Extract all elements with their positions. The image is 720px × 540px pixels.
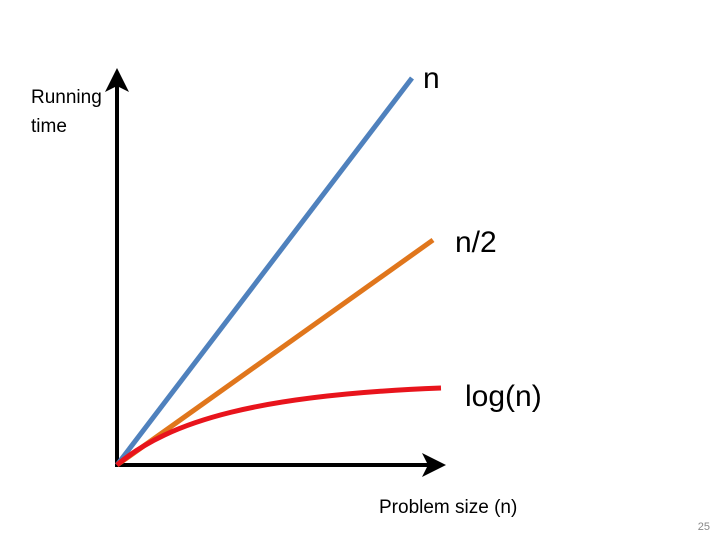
y-axis-label: Running xyxy=(31,87,102,108)
curve-n-half xyxy=(115,237,435,468)
curve-n xyxy=(115,76,414,467)
page-number: 25 xyxy=(698,521,710,533)
x-axis-label: Problem size (n) xyxy=(379,497,517,518)
curve-label: n xyxy=(423,62,440,95)
y-axis-label: time xyxy=(31,116,67,137)
curve-label: n/2 xyxy=(455,226,497,259)
curve-log-n xyxy=(115,385,442,467)
curve-label: log(n) xyxy=(465,380,542,413)
